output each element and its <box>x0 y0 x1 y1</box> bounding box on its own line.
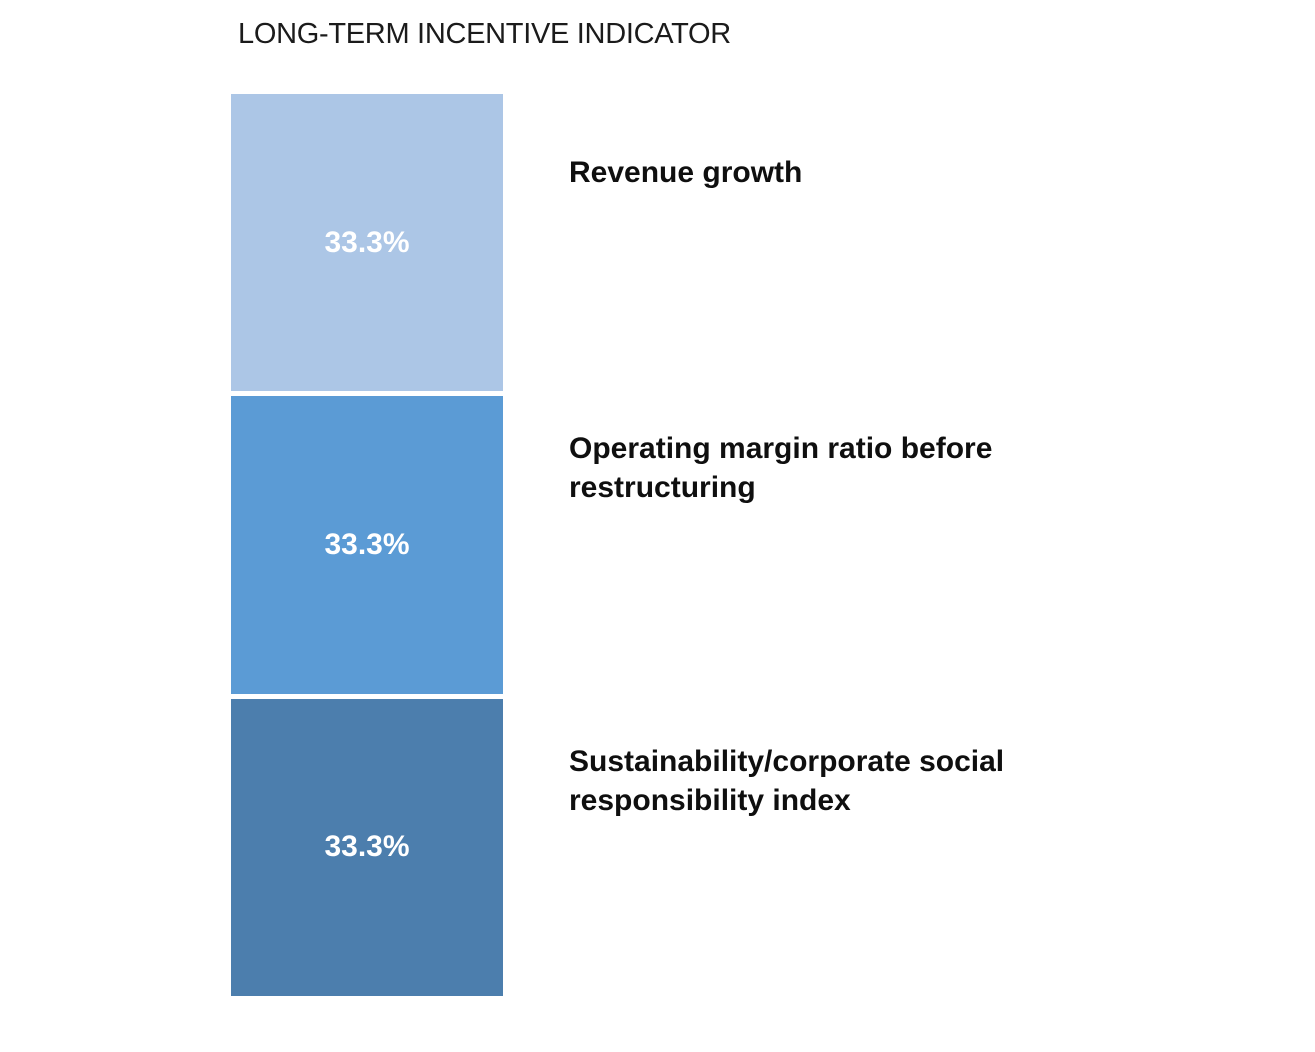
segment-label-line: Operating margin ratio before <box>569 432 993 465</box>
segment-label-line: Sustainability/corporate social <box>569 745 1005 778</box>
segment-label-line: Revenue growth <box>569 156 803 189</box>
segment-label-revenue-growth: Revenue growth <box>569 153 802 192</box>
chart-title: LONG-TERM INCENTIVE INDICATOR <box>238 18 731 50</box>
bar-segment-revenue-growth: 33.3% <box>231 94 503 392</box>
stacked-bar: 33.3% 33.3% 33.3% <box>231 94 503 996</box>
value-label-sustainability: 33.3% <box>324 830 410 864</box>
segment-label-operating-margin: Operating margin ratio before restructur… <box>569 429 992 507</box>
bar-segment-sustainability: 33.3% <box>231 698 503 996</box>
value-label-operating-margin: 33.3% <box>324 527 410 561</box>
value-label-revenue-growth: 33.3% <box>324 225 410 259</box>
segment-label-line: restructuring <box>569 471 756 504</box>
segment-label-line: responsibility index <box>569 784 851 817</box>
segment-label-sustainability: Sustainability/corporate social responsi… <box>569 742 1004 820</box>
bar-segment-operating-margin: 33.3% <box>231 396 503 694</box>
